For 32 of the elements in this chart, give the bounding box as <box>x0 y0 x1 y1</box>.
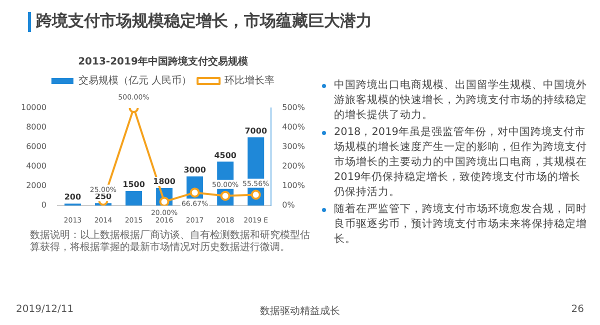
data-label: 200 <box>64 192 82 202</box>
y-tick-label: 0 <box>41 200 46 210</box>
text: 中国跨境出口电商规模、出国留学生规模、中国境外游旅客规模的快速增长，为跨境支付市场的持续稳定的增长提供了动力。 <box>334 79 587 121</box>
data-label: 7000 <box>244 126 268 136</box>
chart-subtitle: 2013-2019年中国跨境支付交易规模 <box>78 56 249 68</box>
y-tick-label: 6000 <box>26 142 46 152</box>
data-label: 3000 <box>184 165 206 174</box>
y-tick-label: 8000 <box>26 122 46 132</box>
text: 数据说明：以上数据根据厂商访谈、自有检测数据和研究模型估算获得，将根据掌握的最新市场情况对历史数据进行微调。 <box>30 230 310 253</box>
legend-label: 交易规模（亿元 人民币） <box>78 74 192 87</box>
y-tick-label: 4000 <box>26 162 46 171</box>
y2-tick-label: 500% <box>282 103 306 112</box>
text: 随着在严监管下，跨境支付市场环境愈发合规，同时良币驱逐劣币，预计跨境支付市场未来将保持稳定增长。 <box>334 203 587 245</box>
y-tick-label: 2000 <box>26 181 46 190</box>
data-label: 1500 <box>122 180 146 190</box>
y2-tick-label: 100% <box>282 181 306 190</box>
point <box>250 190 261 200</box>
text: 2019/12/11 <box>16 304 74 315</box>
y2-tick-label: 400% <box>282 122 306 132</box>
bar <box>126 190 142 206</box>
text: 数据驱动精益成长 <box>260 306 340 317</box>
chart-title: 跨境支付市场规模稳定增长，市场蕴藏巨大潜力 <box>36 11 372 30</box>
text: 2018，2019年虽是强监管年份，对中国跨境支付市场规模的增长速度产生一定的影响，但作为跨境支付市场增长的主要动力的中国跨境出口电商，其规模在2019年仍保持稳定增长，致使跨境支付市场的增长仍保持活力。 <box>334 126 587 198</box>
legend-label: 环比增长率 <box>224 74 275 87</box>
point <box>220 190 230 201</box>
text: 26 <box>571 304 584 315</box>
y2-tick-label: 300% <box>282 142 306 152</box>
data-label: 1800 <box>153 177 176 186</box>
y-tick-label: 10000 <box>20 103 46 112</box>
data-label: 4500 <box>214 150 237 160</box>
y2-tick-label: 200% <box>282 162 306 171</box>
y2-tick-label: 0% <box>282 200 296 210</box>
